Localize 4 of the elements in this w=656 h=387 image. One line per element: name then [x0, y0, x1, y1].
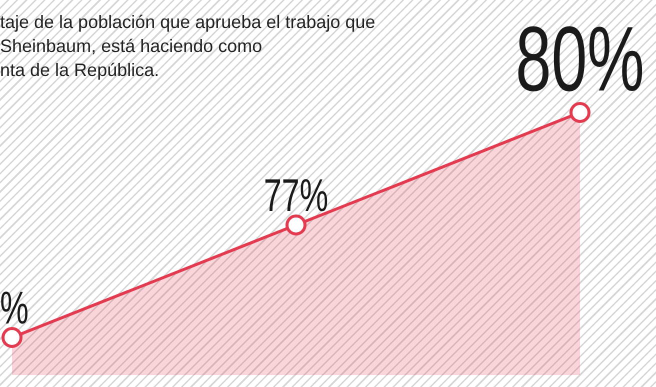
chart-title: taje de la población que aprueba el trabajo que Sheinbaum, está haciendo como nta de la República. — [0, 11, 376, 82]
data-label: 77% — [264, 170, 328, 222]
data-label: % — [0, 282, 29, 334]
data-label: 80% — [516, 7, 644, 110]
